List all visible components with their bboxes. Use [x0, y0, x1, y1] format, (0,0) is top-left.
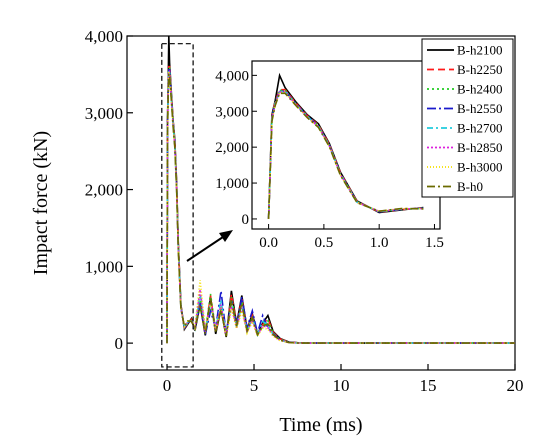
zoom-box: [161, 43, 194, 368]
main-x-tick-label: 15: [420, 376, 437, 395]
legend-label-b-h2700: B-h2700: [457, 121, 503, 136]
x-axis-title: Time (ms): [279, 414, 362, 436]
inset-x-tick-label: 1.5: [425, 235, 444, 251]
main-y-ticks: 0 1,000 2,000 3,000 4,000: [85, 27, 133, 353]
main-plot: 0 1,000 2,000 3,000 4,000 0 5 10 15 20: [85, 27, 524, 395]
legend-label-b-h2400: B-h2400: [457, 82, 503, 97]
zoom-arrow-line: [186, 232, 230, 262]
inset-series-b-h2550: [267, 90, 424, 219]
main-x-ticks: 0 5 10 15 20: [163, 364, 524, 395]
main-x-tick-label: 10: [333, 376, 350, 395]
legend: B-h2100 B-h2250 B-h2400 B-h2550 B-h2700 B-h28…: [421, 38, 514, 198]
main-series-b-h0: [166, 73, 515, 344]
main-series-b-h3000: [166, 72, 515, 344]
legend-label-b-h2250: B-h2250: [457, 62, 503, 77]
zoom-arrow-head: [219, 230, 233, 242]
inset-plot: 0 1,000 2,000 3,000 4,000 0.0 0.5 1.0 1.5: [215, 60, 444, 251]
main-y-tick-label: 1,000: [85, 257, 123, 276]
inset-series-b-h0: [267, 92, 424, 219]
legend-label-b-h2550: B-h2550: [457, 101, 503, 116]
legend-label-b-h2100: B-h2100: [457, 43, 503, 58]
inset-y-tick-label: 4,000: [215, 68, 249, 84]
inset-x-tick-label: 0.5: [315, 235, 334, 251]
legend-label-b-h2850: B-h2850: [457, 140, 503, 155]
inset-x-tick-label: 0.0: [259, 235, 278, 251]
inset-x-tick-label: 1.0: [370, 235, 389, 251]
main-x-tick-label: 0: [163, 376, 172, 395]
main-x-tick-label: 20: [507, 376, 524, 395]
y-axis-title: Impact force (kN): [30, 131, 52, 275]
main-y-tick-label: 3,000: [85, 104, 123, 123]
legend-box: [421, 38, 514, 198]
main-x-tick-label: 5: [250, 376, 259, 395]
main-y-tick-label: 4,000: [85, 27, 123, 46]
main-y-tick-label: 0: [115, 334, 124, 353]
inset-plot-frame: [251, 60, 441, 230]
main-plot-frame: [126, 35, 516, 371]
inset-x-ticks: 0.0 0.5 1.0 1.5: [259, 224, 444, 251]
inset-y-tick-label: 1,000: [215, 176, 249, 192]
inset-y-tick-label: 0: [242, 212, 250, 228]
legend-label-b-h3000: B-h3000: [457, 160, 503, 175]
inset-y-tick-label: 2,000: [215, 140, 249, 156]
legend-label-b-h0: B-h0: [457, 179, 483, 194]
main-y-tick-label: 2,000: [85, 181, 123, 200]
inset-y-tick-label: 3,000: [215, 104, 249, 120]
inset-y-ticks: 0 1,000 2,000 3,000 4,000: [215, 68, 257, 228]
